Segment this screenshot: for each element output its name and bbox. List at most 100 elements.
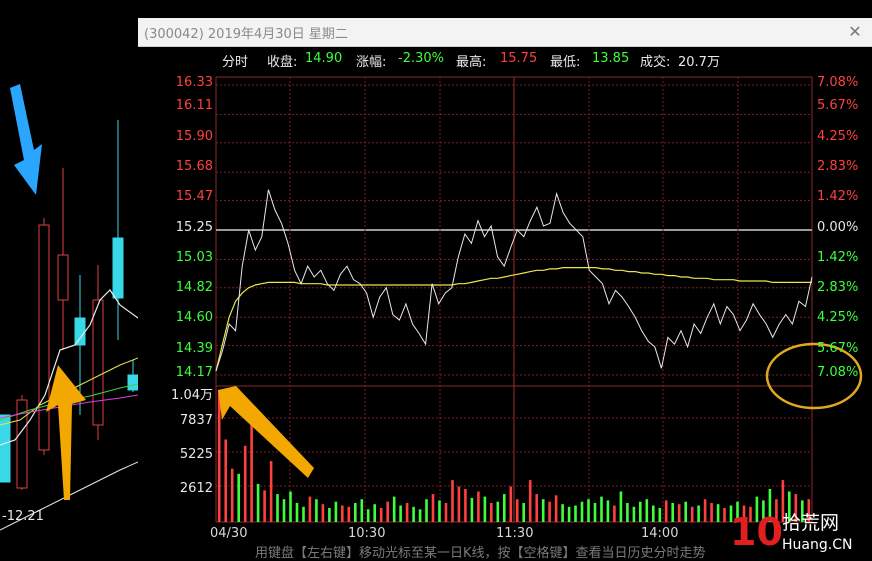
volume-bar [768, 489, 772, 522]
high-value: 15.75 [500, 51, 538, 66]
mode-label: 分时 [222, 55, 249, 70]
watermark-sub: Huang.CN [782, 537, 852, 553]
price-label: 15.90 [175, 129, 213, 144]
volume-bar [535, 494, 538, 522]
percent-label: 7.08% [817, 75, 859, 90]
close-button[interactable]: ✕ [848, 22, 862, 41]
price-label: 15.03 [175, 250, 213, 265]
volume-axis-label: 2612 [179, 481, 213, 496]
candle-body [127, 374, 138, 391]
volume-bar [541, 499, 545, 522]
volume-bar [438, 500, 441, 522]
volume-bar [781, 480, 785, 522]
volume-bar [639, 501, 642, 522]
volume-bar [794, 494, 798, 522]
time-label: 14:00 [641, 526, 679, 541]
close-price-label: 收盘: [267, 55, 298, 70]
price-label: 15.47 [175, 189, 213, 204]
volume-bar [243, 445, 247, 522]
percent-label: 1.42% [817, 250, 859, 265]
price-label: 14.17 [175, 365, 213, 380]
kline-candles [0, 120, 138, 490]
ma-line-magenta [0, 394, 138, 419]
volume-bar [295, 503, 299, 522]
volume-bar [652, 505, 655, 522]
volume-bar [684, 501, 687, 522]
volume-bar [567, 506, 571, 522]
candle-body [92, 299, 104, 426]
kline-chart: -12.21 [0, 84, 138, 531]
volume-bar [755, 496, 759, 522]
volume-bar [354, 503, 357, 522]
volume-bar [282, 499, 286, 522]
ma-line-white [0, 289, 138, 446]
volume-bar [580, 501, 584, 522]
volume-bar [334, 501, 338, 522]
volume-bar [302, 506, 305, 522]
change-label: 涨幅: [356, 55, 387, 70]
percent-label: 4.25% [817, 129, 859, 144]
volume-bar [736, 501, 739, 522]
volume-bar [613, 505, 616, 522]
ma-line-long [0, 461, 138, 531]
volume-bar [658, 508, 662, 522]
volume-bar [788, 491, 791, 522]
status-hint: 用键盘【左右键】移动光标至某一日K线，按【空格键】查看当日历史分时走势 [255, 546, 706, 561]
minute-chart[interactable] [138, 18, 872, 559]
watermark-brand: 拾荒网 [782, 512, 839, 534]
volume-bar [697, 505, 700, 522]
volume-bar [289, 491, 292, 522]
volume-label: 成交: [640, 55, 671, 70]
percent-label: 5.67% [817, 98, 859, 113]
volume-bar [418, 509, 422, 522]
volume-bar [600, 496, 603, 522]
volume-bar [217, 390, 221, 522]
volume-bar [762, 500, 765, 522]
volume-bar [483, 496, 487, 522]
history-minute-window: (300042) 2019年4月30日 星期二 ✕ 分时 收盘: 14.90 涨… [138, 18, 872, 559]
time-label: 10:30 [348, 526, 386, 541]
volume-bar [509, 486, 513, 522]
volume-bar [444, 503, 448, 522]
volume-bar [457, 486, 461, 522]
volume-bar [451, 480, 454, 522]
highlight-circle [765, 342, 863, 410]
volume-bar [464, 489, 467, 522]
volume-bar [528, 480, 532, 522]
volume-bar [561, 504, 564, 522]
volume-bar [373, 504, 376, 522]
volume-bar [723, 508, 726, 522]
volume-bar [587, 499, 590, 522]
price-label: 15.68 [175, 159, 213, 174]
close-price-value: 14.90 [305, 51, 343, 66]
volume-bar [671, 503, 674, 522]
volume-bar [399, 505, 402, 522]
volume-bar [386, 501, 389, 522]
volume-axis-label: 1.04万 [171, 388, 213, 403]
low-value: 13.85 [592, 51, 630, 66]
volume-value: 20.7万 [678, 55, 720, 70]
volume-bar [775, 499, 778, 522]
percent-label: 2.83% [817, 159, 859, 174]
volume-bar [237, 473, 240, 522]
candle-body [38, 224, 50, 451]
percent-label: 0.00% [817, 220, 859, 235]
blue-arrow-icon [10, 84, 42, 195]
volume-bar [574, 505, 577, 522]
volume-bar [749, 506, 752, 522]
left-yellow-arrow-icon [46, 365, 86, 500]
volume-bar [392, 496, 396, 522]
volume-bar [315, 499, 318, 522]
volume-bar [470, 497, 474, 522]
volume-bar [515, 499, 519, 522]
chart-grid [215, 76, 813, 523]
price-line [215, 189, 813, 372]
change-value: -2.30% [398, 51, 444, 66]
volume-bar [308, 496, 312, 522]
percent-label: 4.25% [817, 310, 859, 325]
watermark-digits: 10 [730, 510, 783, 554]
volume-bar [593, 503, 597, 522]
volume-bar [548, 501, 551, 522]
volume-bar [703, 499, 707, 522]
volume-bar [677, 504, 681, 522]
